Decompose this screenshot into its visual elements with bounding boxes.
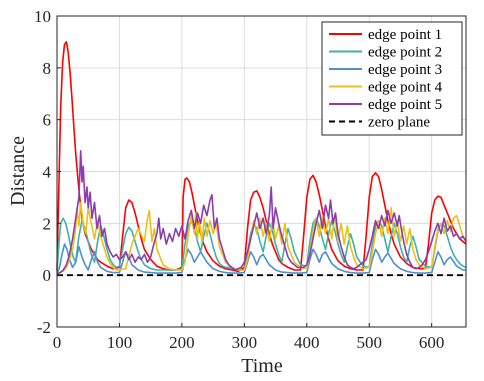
series-line-3 <box>56 243 466 275</box>
legend-label: edge point 1 <box>368 27 442 43</box>
legend-label: edge point 5 <box>368 97 442 113</box>
x-tick-label: 100 <box>107 333 133 352</box>
x-tick-label: 200 <box>169 333 195 352</box>
x-tick-label: 600 <box>419 333 445 352</box>
y-tick-label: 8 <box>43 59 52 78</box>
legend-label: zero plane <box>368 115 430 131</box>
series-line-4 <box>56 201 467 275</box>
y-tick-label: 4 <box>43 163 52 182</box>
y-tick-label: 2 <box>43 214 52 233</box>
x-tick-label: 500 <box>356 333 382 352</box>
legend-label: edge point 3 <box>368 62 442 78</box>
series-line-2 <box>56 217 467 273</box>
legend-box <box>321 21 463 136</box>
x-tick-label: 400 <box>294 333 320 352</box>
x-tick-label: 300 <box>232 333 258 352</box>
series-layer <box>56 41 467 277</box>
y-axis-label: Distance <box>7 136 29 206</box>
y-tick-label: 6 <box>43 111 52 130</box>
y-tick-label: 10 <box>34 7 51 26</box>
legend-label: edge point 4 <box>368 80 443 96</box>
series-line-1 <box>56 41 467 273</box>
y-tick-label: 0 <box>43 266 52 285</box>
series-line-5 <box>56 150 467 275</box>
x-axis-label: Time <box>241 355 283 377</box>
y-tick-label: -2 <box>37 318 51 337</box>
legend-label: edge point 2 <box>368 45 442 61</box>
x-tick-label: 0 <box>53 333 62 352</box>
